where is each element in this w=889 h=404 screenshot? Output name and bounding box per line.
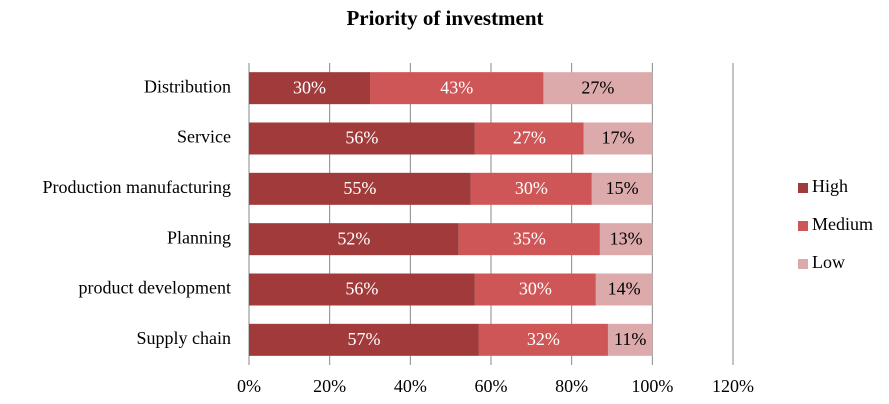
- bar-segment: [595, 273, 653, 306]
- y-tick-label: Distribution: [144, 76, 231, 96]
- data-label: 56%: [345, 128, 378, 148]
- bar-segment: [249, 273, 475, 306]
- x-tick-label: 120%: [712, 376, 754, 396]
- x-tick-label: 100%: [631, 376, 673, 396]
- legend-swatch: [798, 183, 808, 193]
- y-tick-label: Service: [177, 127, 231, 147]
- bar-segment: [474, 273, 596, 306]
- x-tick-label: 20%: [313, 376, 346, 396]
- x-tick-label: 60%: [475, 376, 508, 396]
- data-label: 32%: [527, 329, 560, 349]
- bar-segment: [370, 72, 544, 105]
- bar-segment: [478, 323, 608, 356]
- data-label: 15%: [606, 178, 639, 198]
- bar-segment: [249, 172, 471, 205]
- data-label: 13%: [610, 228, 643, 248]
- bar-segment: [249, 72, 370, 105]
- bar-segment: [474, 122, 584, 155]
- data-label: 17%: [602, 128, 635, 148]
- bar-segment: [583, 122, 653, 155]
- bar-segment: [458, 223, 600, 256]
- bar-segment: [543, 72, 653, 105]
- legend-swatch: [798, 259, 808, 269]
- data-label: 57%: [347, 329, 380, 349]
- data-label: 43%: [440, 77, 473, 97]
- data-label: 27%: [581, 77, 614, 97]
- data-label: 14%: [608, 279, 641, 299]
- data-label: 11%: [614, 329, 646, 349]
- data-label: 30%: [515, 178, 548, 198]
- bar-segment: [591, 172, 653, 205]
- x-tick-label: 80%: [555, 376, 588, 396]
- bar-segment: [607, 323, 653, 356]
- bar-segment: [599, 223, 653, 256]
- legend-swatch: [798, 221, 808, 231]
- y-tick-label: Supply chain: [137, 328, 232, 348]
- legend-label: Low: [812, 252, 845, 272]
- bar-segment: [249, 122, 475, 155]
- y-tick-label: product development: [79, 278, 231, 298]
- bar-segment: [470, 172, 592, 205]
- data-label: 35%: [513, 228, 546, 248]
- chart-title: Priority of investment: [346, 6, 543, 30]
- y-tick-label: Planning: [167, 227, 231, 247]
- x-tick-label: 40%: [394, 376, 427, 396]
- x-tick-label: 0%: [237, 376, 261, 396]
- data-label: 55%: [343, 178, 376, 198]
- data-label: 27%: [513, 128, 546, 148]
- legend-label: Medium: [812, 214, 873, 234]
- data-label: 52%: [337, 228, 370, 248]
- data-label: 30%: [519, 279, 552, 299]
- data-label: 30%: [293, 77, 326, 97]
- bar-segment: [249, 323, 479, 356]
- bar-segment: [249, 223, 459, 256]
- data-label: 56%: [345, 279, 378, 299]
- legend-label: High: [812, 176, 848, 196]
- y-tick-label: Production manufacturing: [43, 177, 231, 197]
